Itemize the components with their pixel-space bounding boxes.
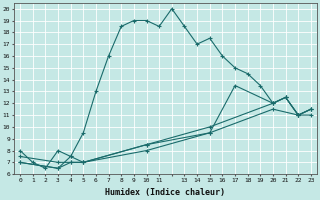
X-axis label: Humidex (Indice chaleur): Humidex (Indice chaleur) — [106, 188, 226, 197]
